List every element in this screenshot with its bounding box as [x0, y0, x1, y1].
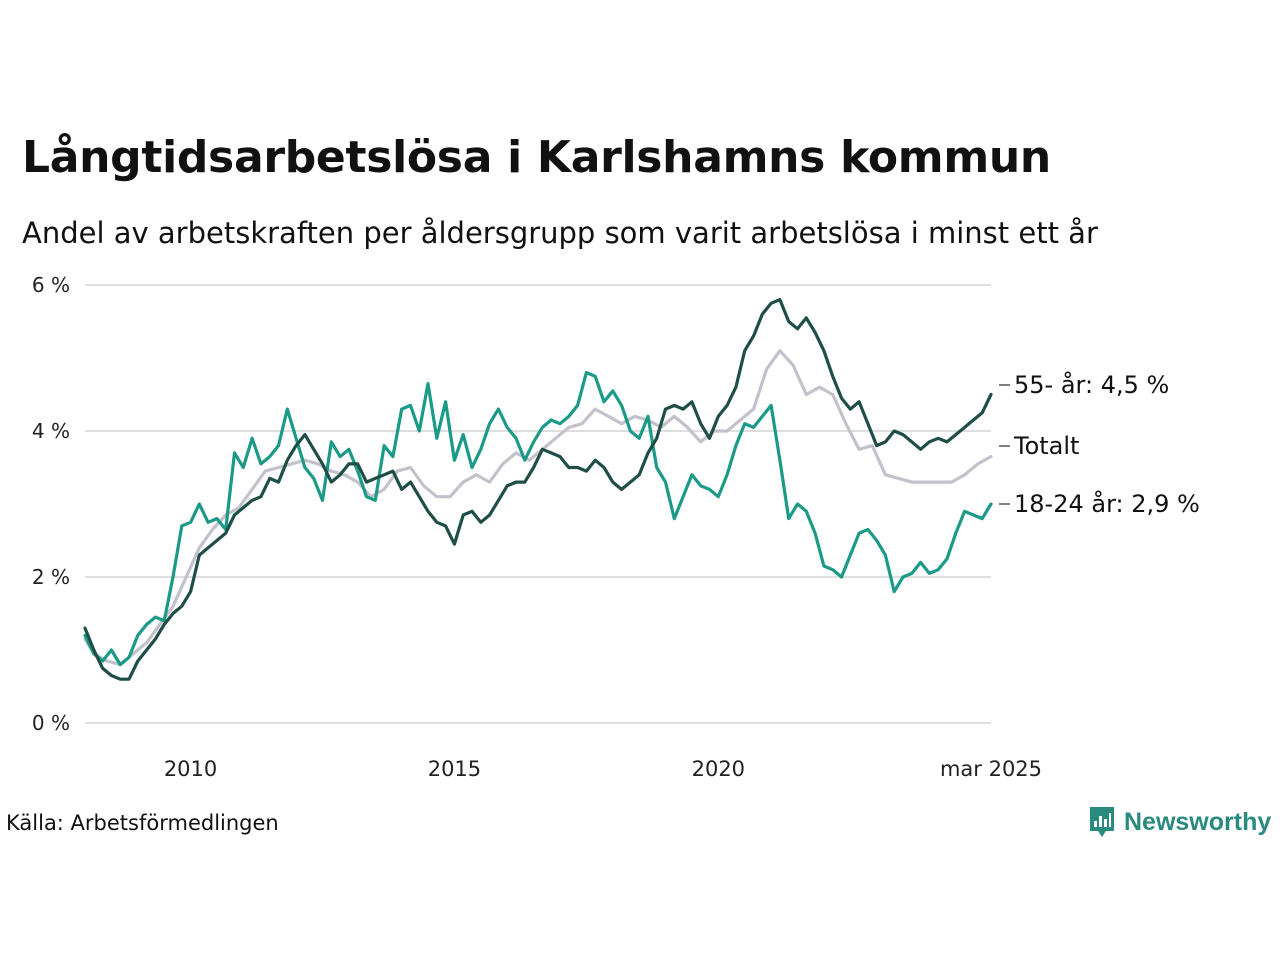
chart-title: Långtidsarbetslösa i Karlshamns kommun: [22, 132, 1051, 183]
y-tick-label: 2 %: [32, 565, 70, 589]
series-line-1: [83, 371, 993, 667]
x-tick-label: 2015: [428, 757, 481, 781]
y-tick-label: 4 %: [32, 419, 70, 443]
x-axis: 2010 2015 2020 mar 2025: [164, 757, 1042, 781]
series-lines: [83, 298, 993, 681]
gridlines: [85, 284, 991, 724]
logo-text: Newsworthy: [1124, 807, 1272, 836]
series-line-2: [83, 298, 993, 681]
x-tick-label: 2020: [692, 757, 745, 781]
series-end-label: 18-24 år: 2,9 %: [1014, 489, 1200, 518]
series-end-labels: Totalt 18-24 år: 2,9 % 55- år: 4,5 %: [999, 370, 1200, 518]
y-axis: 0 % 2 % 4 % 6 %: [32, 273, 70, 735]
y-tick-label: 6 %: [32, 273, 70, 297]
chart-subtitle: Andel av arbetskraften per åldersgrupp s…: [22, 216, 1098, 250]
newsworthy-logo[interactable]: Newsworthy: [1088, 804, 1271, 840]
series-end-label: 55- år: 4,5 %: [1014, 370, 1169, 399]
source-note: Källa: Arbetsförmedlingen: [6, 811, 279, 835]
newsworthy-chart-icon: [1090, 807, 1114, 837]
x-tick-label: mar 2025: [940, 757, 1042, 781]
y-tick-label: 0 %: [32, 711, 70, 735]
series-line-0: [83, 349, 993, 667]
series-end-label: Totalt: [1013, 432, 1079, 460]
x-tick-label: 2010: [164, 757, 217, 781]
